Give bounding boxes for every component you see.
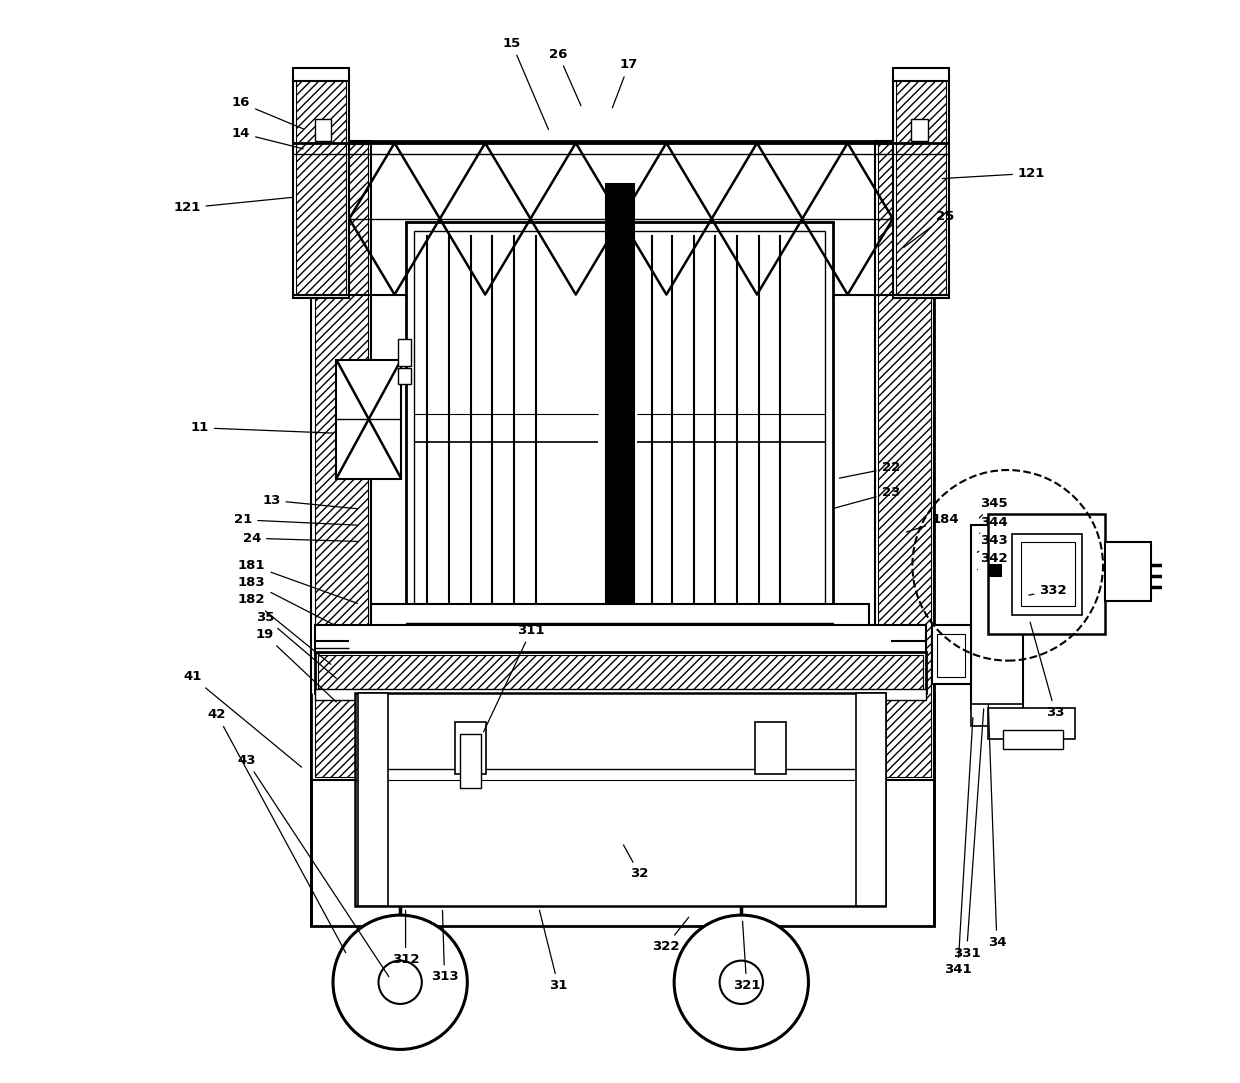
Text: 183: 183: [238, 576, 334, 625]
Text: 22: 22: [839, 461, 900, 478]
Bar: [358, 693, 388, 906]
Bar: [893, 68, 950, 81]
Bar: [398, 368, 410, 384]
Bar: [897, 79, 946, 295]
Bar: [315, 625, 926, 655]
Bar: [293, 68, 350, 81]
Bar: [1012, 534, 1083, 615]
Bar: [317, 655, 924, 690]
Bar: [911, 119, 928, 141]
Text: 311: 311: [484, 624, 544, 732]
Text: 345: 345: [980, 497, 1007, 518]
Bar: [336, 360, 402, 479]
Bar: [296, 79, 346, 295]
Text: 17: 17: [613, 58, 637, 108]
Text: 24: 24: [243, 532, 357, 545]
Text: 342: 342: [977, 552, 1007, 570]
Text: 121: 121: [942, 167, 1045, 180]
Text: 322: 322: [652, 917, 688, 953]
Text: 182: 182: [238, 593, 331, 664]
Text: 344: 344: [980, 516, 1008, 533]
Bar: [1003, 730, 1063, 749]
Text: 11: 11: [191, 421, 334, 434]
Text: 26: 26: [549, 48, 582, 106]
Bar: [405, 623, 833, 631]
Bar: [315, 689, 926, 700]
Text: 313: 313: [430, 911, 459, 983]
Bar: [405, 222, 833, 623]
Bar: [932, 625, 971, 684]
Text: 31: 31: [539, 910, 568, 992]
Circle shape: [378, 961, 422, 1004]
Text: 343: 343: [977, 534, 1008, 552]
Text: 14: 14: [232, 127, 304, 148]
Bar: [588, 728, 652, 747]
Bar: [315, 652, 926, 693]
Bar: [856, 693, 887, 906]
Text: 35: 35: [255, 611, 336, 678]
Bar: [874, 141, 934, 780]
Circle shape: [334, 915, 467, 1049]
Bar: [311, 141, 371, 780]
Bar: [991, 565, 1001, 576]
Text: 16: 16: [232, 96, 304, 129]
Bar: [1105, 542, 1151, 601]
Bar: [293, 76, 350, 298]
Bar: [315, 144, 368, 777]
Bar: [311, 141, 934, 926]
Text: 33: 33: [1030, 622, 1065, 719]
Text: 32: 32: [624, 845, 649, 880]
Bar: [315, 119, 331, 141]
Bar: [593, 715, 647, 731]
Bar: [455, 722, 486, 774]
Text: 19: 19: [255, 628, 336, 702]
Bar: [971, 704, 1023, 726]
Text: 331: 331: [952, 709, 983, 960]
Text: 13: 13: [262, 494, 357, 509]
Bar: [988, 708, 1075, 739]
Text: 25: 25: [904, 210, 954, 247]
Text: 34: 34: [987, 705, 1006, 949]
Text: 321: 321: [733, 922, 760, 992]
Text: 43: 43: [237, 754, 389, 977]
Text: 23: 23: [833, 486, 900, 508]
Text: 41: 41: [184, 670, 301, 767]
Bar: [893, 76, 950, 298]
Bar: [878, 144, 931, 777]
Text: 181: 181: [238, 559, 357, 603]
Bar: [971, 525, 1023, 709]
Bar: [414, 231, 825, 614]
Bar: [937, 634, 966, 677]
Text: 341: 341: [944, 718, 973, 976]
Bar: [1021, 542, 1075, 606]
Bar: [755, 722, 786, 774]
Bar: [355, 693, 885, 906]
Bar: [460, 734, 481, 788]
Bar: [398, 339, 410, 366]
Circle shape: [675, 915, 808, 1049]
Circle shape: [719, 961, 763, 1004]
Text: 42: 42: [208, 708, 346, 953]
Text: 121: 121: [174, 197, 293, 214]
Bar: [606, 184, 634, 726]
Text: 21: 21: [234, 513, 357, 526]
Text: 184: 184: [906, 513, 959, 532]
Text: 15: 15: [502, 37, 548, 130]
Text: 312: 312: [392, 911, 419, 966]
Bar: [371, 604, 869, 628]
Bar: [988, 514, 1105, 634]
Text: 332: 332: [1029, 584, 1066, 597]
